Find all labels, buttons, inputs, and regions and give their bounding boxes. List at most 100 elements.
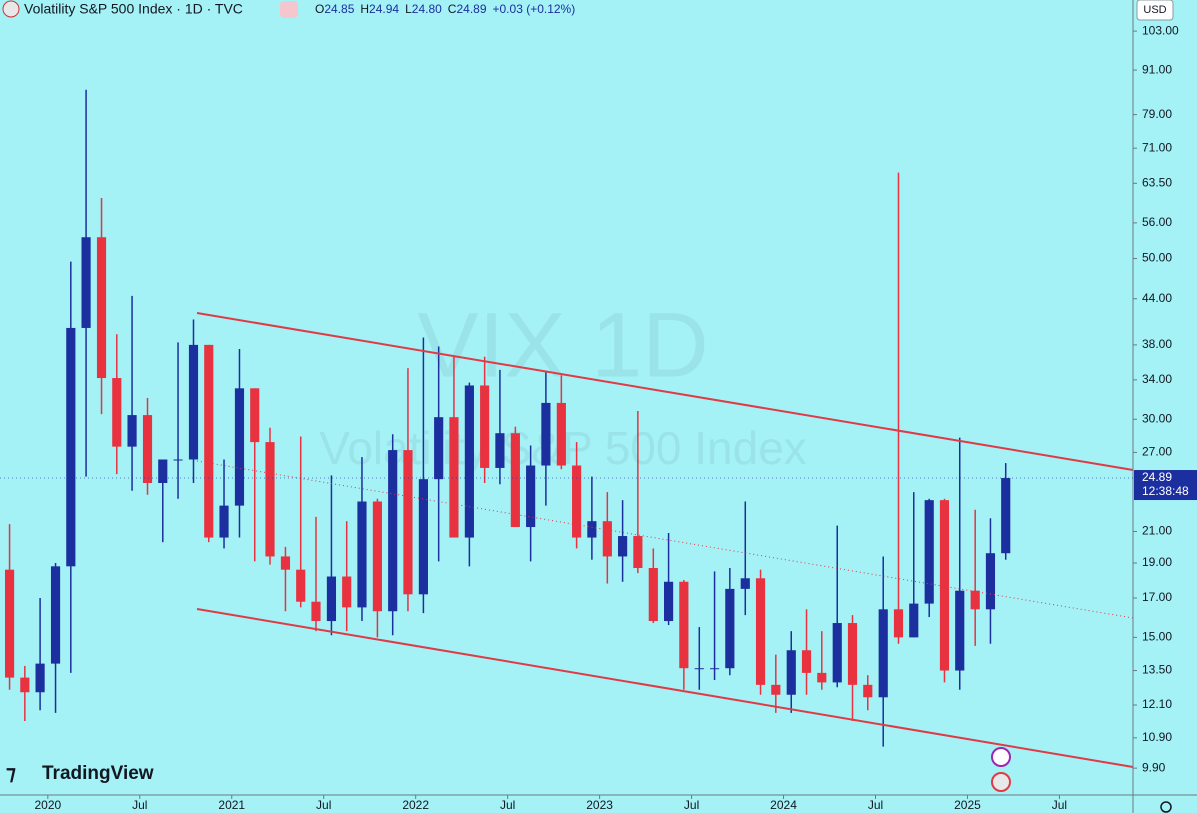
candle-body — [725, 588, 735, 669]
candle-body — [817, 672, 827, 683]
logo-mark: ⁊ — [6, 762, 16, 784]
x-tick-label: Jul — [500, 798, 515, 812]
candle-body — [434, 417, 444, 480]
candle-body — [66, 327, 76, 567]
ohlc-value: 24.80 — [412, 2, 442, 16]
candle-body — [510, 433, 520, 528]
y-tick-label: 103.00 — [1142, 23, 1179, 37]
y-tick-label: 79.00 — [1142, 107, 1172, 121]
candle-body — [20, 677, 30, 693]
plot — [4, 89, 1011, 747]
ohlc-value: 24.85 — [324, 2, 354, 16]
price-badge — [1134, 470, 1197, 501]
countdown: 12:38:48 — [1142, 484, 1189, 498]
candle-body — [939, 500, 950, 671]
ohlc-label: L — [405, 2, 412, 16]
candle-body — [970, 590, 980, 610]
last-price: 24.89 — [1142, 470, 1172, 484]
compare-icon[interactable] — [280, 1, 298, 18]
candle-body — [909, 603, 919, 638]
candle-body — [801, 650, 812, 673]
candle-body — [388, 450, 398, 612]
currency-button[interactable] — [1136, 0, 1174, 21]
y-tick-label: 38.00 — [1142, 337, 1172, 351]
x-tick-label: 2022 — [402, 798, 429, 812]
y-tick-label: 34.00 — [1142, 372, 1172, 386]
candle-body — [847, 623, 858, 685]
candle-body — [357, 501, 367, 608]
y-tick-label: 12.10 — [1142, 697, 1172, 711]
candle-body — [265, 442, 275, 557]
ohlc-label: O — [315, 2, 324, 16]
ohlc-value: 24.94 — [369, 2, 399, 16]
candle-body — [311, 601, 321, 622]
candle-body — [250, 388, 260, 443]
candle-body — [464, 385, 474, 538]
y-tick-label: 17.00 — [1142, 590, 1172, 604]
candle-body — [326, 576, 337, 622]
x-tick-label: 2024 — [770, 798, 797, 812]
candle-body — [526, 465, 536, 528]
y-tick-label: 56.00 — [1142, 215, 1172, 229]
candle-body — [679, 581, 689, 669]
candle-body — [204, 344, 214, 538]
y-tick-label: 10.90 — [1142, 730, 1172, 744]
y-tick-label: 15.00 — [1142, 630, 1172, 644]
candle-body — [955, 590, 965, 671]
currency[interactable]: USD — [1143, 4, 1166, 16]
ohlc-value: 24.89 — [456, 2, 486, 16]
y-tick-label: 30.00 — [1142, 411, 1172, 425]
candle-body — [572, 465, 582, 538]
event-icon[interactable] — [991, 747, 1011, 767]
x-tick-label: Jul — [132, 798, 147, 812]
candle-body — [633, 536, 643, 569]
candle-body — [96, 237, 107, 379]
y-tick-label: 21.00 — [1142, 524, 1172, 538]
candle-body — [480, 385, 490, 468]
candle-body — [219, 505, 229, 538]
ohlc-label: H — [360, 2, 369, 16]
y-tick-label: 44.00 — [1142, 291, 1172, 305]
candle-body — [740, 578, 750, 589]
candle-body — [234, 388, 245, 506]
y-tick-label: 91.00 — [1142, 62, 1172, 76]
channel-lower — [196, 608, 1134, 768]
watermark: VIX 1D — [417, 294, 708, 396]
y-tick-label: 19.00 — [1142, 555, 1172, 569]
x-tick-label: Jul — [684, 798, 699, 812]
symbol-title[interactable]: Volatility S&P 500 Index · 1D · TVC — [24, 1, 243, 17]
x-tick-label: Jul — [868, 798, 883, 812]
candle-body — [372, 501, 383, 612]
settings-icon[interactable] — [1160, 801, 1172, 813]
candle-body — [403, 450, 413, 595]
y-tick-label: 13.50 — [1142, 663, 1172, 677]
event-icon[interactable] — [991, 772, 1011, 792]
channel-upper — [196, 312, 1134, 471]
x-tick-label: 2021 — [218, 798, 245, 812]
candle-body — [495, 433, 505, 468]
candle-body — [280, 556, 291, 570]
candle-body — [449, 417, 459, 538]
y-tick-label: 9.90 — [1142, 760, 1166, 774]
change: +0.03 (+0.12%) — [493, 2, 576, 16]
candle-body — [587, 521, 597, 538]
y-tick-label: 50.00 — [1142, 251, 1172, 265]
candle-body — [985, 553, 996, 610]
x-tick-label: Jul — [1052, 798, 1067, 812]
candle-body — [556, 402, 566, 466]
y-tick-label: 63.50 — [1142, 175, 1172, 189]
y-tick-label: 71.00 — [1142, 140, 1172, 154]
candle-body — [112, 378, 122, 447]
candle-body — [786, 650, 796, 695]
candle-body — [832, 623, 842, 683]
candle-body — [296, 569, 306, 602]
ohlc-label: C — [448, 2, 457, 16]
candle-body — [142, 415, 153, 483]
candle-body — [188, 344, 199, 460]
candle-body — [694, 668, 704, 670]
x-tick-label: Jul — [316, 798, 331, 812]
candle-body — [541, 402, 551, 466]
